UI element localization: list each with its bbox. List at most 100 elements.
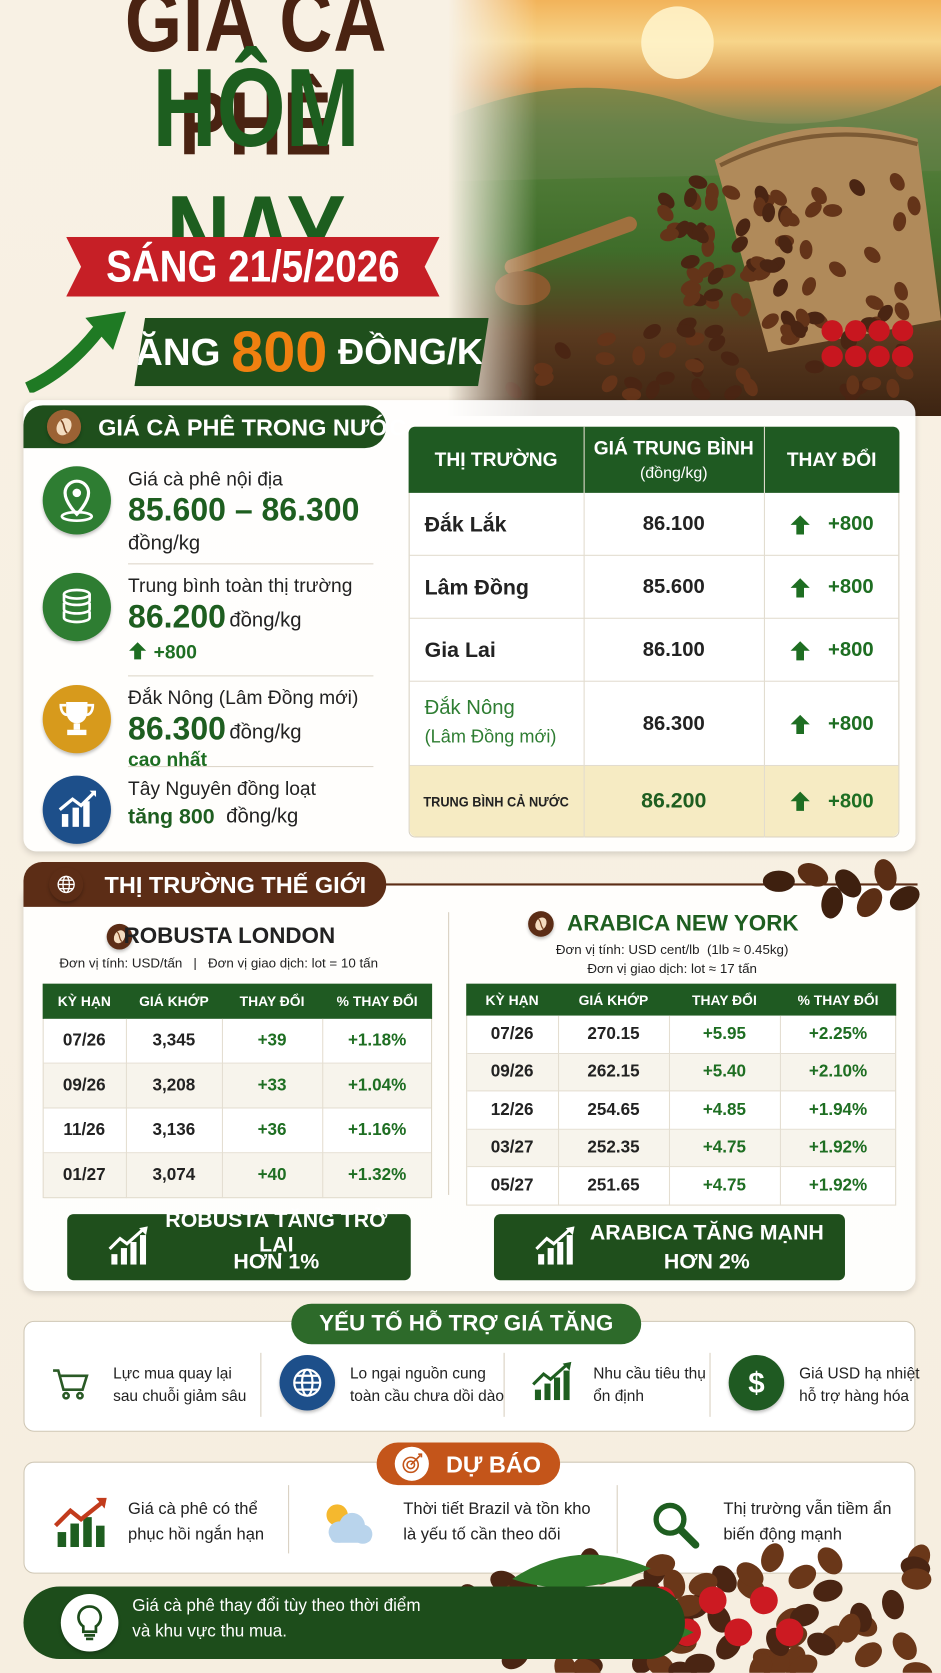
change-amount: 800 [231, 320, 328, 385]
unit-note: Đơn vị tính: USD cent/lb (1lb ≈ 0.45kg) [555, 942, 789, 958]
row-line [408, 617, 900, 619]
row-line [408, 680, 900, 682]
separator [128, 563, 374, 565]
factor-icon [279, 1354, 336, 1411]
factor-icon-glyph [53, 1369, 89, 1400]
price: 86.100 [642, 512, 705, 536]
td: +2.25% [808, 1025, 868, 1044]
up-arrow-svg [129, 642, 147, 660]
td: 3,074 [152, 1166, 196, 1185]
row-line [408, 764, 900, 767]
td: 11/26 [63, 1121, 106, 1140]
bean-icon [46, 409, 82, 444]
td: +2.10% [808, 1062, 868, 1082]
item-icon [42, 466, 111, 535]
change: +800 [828, 638, 874, 661]
col-line [125, 1018, 127, 1199]
unit-note: Đơn vị giao dịch: lot ≈ 17 tấn [587, 961, 757, 977]
factor-text: Giá USD hạ nhiệt [799, 1365, 920, 1383]
td: +1.94% [808, 1100, 868, 1119]
footer-bar [23, 1586, 685, 1660]
header-photo-svg [448, 6, 941, 402]
td: +1.16% [347, 1121, 407, 1140]
market: Đắk Nông [424, 696, 515, 720]
td: +33 [257, 1076, 287, 1095]
td: +4.75 [702, 1138, 747, 1157]
market: Đắk Lắk [424, 512, 507, 537]
up-arrow [790, 713, 811, 734]
price: 86.300 [642, 712, 705, 735]
bean-icon-glyph [56, 418, 72, 436]
decor-beans [757, 854, 928, 923]
up-arrow [790, 577, 811, 598]
td: +36 [257, 1121, 287, 1140]
up-arrow-svg [790, 791, 810, 811]
badge-icon [99, 1219, 154, 1274]
up-arrow [790, 791, 811, 812]
target-icon [394, 1446, 429, 1481]
forecast-text: Giá cà phê có thể [128, 1500, 258, 1519]
td: 05/27 [490, 1176, 534, 1195]
up-arrow [790, 514, 811, 535]
divider [288, 1485, 290, 1554]
header-rule [362, 883, 918, 886]
th: GIÁ TRUNG BÌNH [593, 436, 754, 459]
forecast-text: biến động mạnh [723, 1525, 842, 1544]
change: +800 [828, 512, 874, 536]
total-market: TRUNG BÌNH CẢ NƯỚC [423, 793, 569, 810]
item-icon [42, 572, 111, 642]
date: SÁNG 21/5/2026 [106, 241, 400, 292]
td: 09/26 [490, 1062, 534, 1082]
trend-arrow-svg [25, 311, 126, 395]
td: +1.18% [347, 1031, 407, 1050]
factor-text: Lực mua quay lại [113, 1365, 232, 1383]
row-bg [467, 1091, 896, 1130]
col-line [763, 426, 765, 838]
separator [128, 675, 374, 677]
row-bg [43, 1153, 432, 1199]
col-line [322, 1018, 324, 1199]
badge-line: HƠN 1% [233, 1249, 320, 1274]
title-line: HÔM NAY [152, 46, 360, 298]
badge-line: ARABICA TĂNG MẠNH [589, 1221, 824, 1245]
decor-beans-svg [762, 859, 920, 919]
item-value: 86.300 [128, 711, 226, 747]
th: % THAY ĐỔI [336, 993, 418, 1010]
market-title: ROBUSTA LONDON [123, 923, 336, 949]
item-label: Giá cà phê nội địa [128, 468, 283, 490]
market-title: ARABICA NEW YORK [567, 911, 799, 936]
td: 3,136 [152, 1121, 196, 1140]
td: 254.65 [587, 1100, 640, 1119]
globe-icon-glyph [57, 875, 75, 894]
row-line [408, 554, 900, 556]
total-row [409, 766, 899, 837]
td: 3,208 [152, 1076, 196, 1095]
item-label: Tây Nguyên đồng loạt [128, 777, 316, 800]
td: +1.32% [347, 1166, 407, 1185]
forecast-icon [312, 1489, 380, 1557]
market: Gia Lai [424, 638, 496, 663]
market: Lâm Đồng [424, 575, 529, 600]
th: THAY ĐỔI [786, 448, 877, 470]
item-unit: đồng/kg [226, 805, 299, 828]
change-banner: TĂNG 800 ĐỒNG/KG [134, 317, 489, 387]
forecast-icon [45, 1489, 113, 1557]
up-arrow [790, 640, 811, 661]
col-line [583, 426, 585, 838]
up-arrow-svg [790, 714, 810, 734]
change-unit: ĐỒNG/KG [338, 331, 512, 372]
unit-note: Đơn vị tính: USD/tấn | Đơn vị giao dịch:… [59, 955, 378, 971]
item-unit: đồng/kg [229, 721, 302, 744]
col-line [668, 1015, 671, 1206]
up-arrow-svg [790, 514, 810, 534]
col-line [221, 1018, 223, 1199]
factor-icon [43, 1355, 98, 1410]
section-heading: THỊ TRƯỜNG THẾ GIỚI [104, 871, 367, 899]
factor-text: toàn cầu chưa dồi dào [349, 1388, 504, 1406]
forecast-text: Thời tiết Brazil và tồn kho [403, 1500, 591, 1519]
badge [493, 1214, 845, 1281]
th: GIÁ KHỚP [139, 993, 209, 1010]
th: THAY ĐỔI [692, 991, 757, 1008]
factor-text: ổn định [593, 1388, 644, 1406]
